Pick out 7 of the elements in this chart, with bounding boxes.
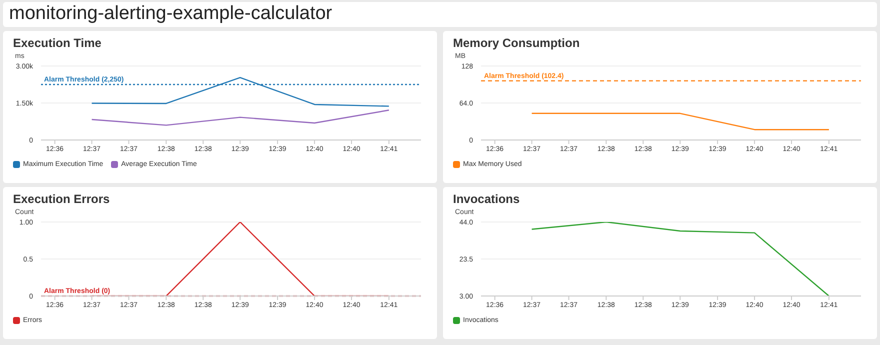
text: monitoring-alerting-example-calculator [9,3,332,25]
chart-title: Execution Time [13,36,102,50]
line-series [91,110,390,126]
chart-title: Invocations [453,192,520,206]
chart-title: Execution Errors [13,192,110,206]
line-series [531,222,830,296]
chart-title: Memory Consumption [453,36,580,50]
